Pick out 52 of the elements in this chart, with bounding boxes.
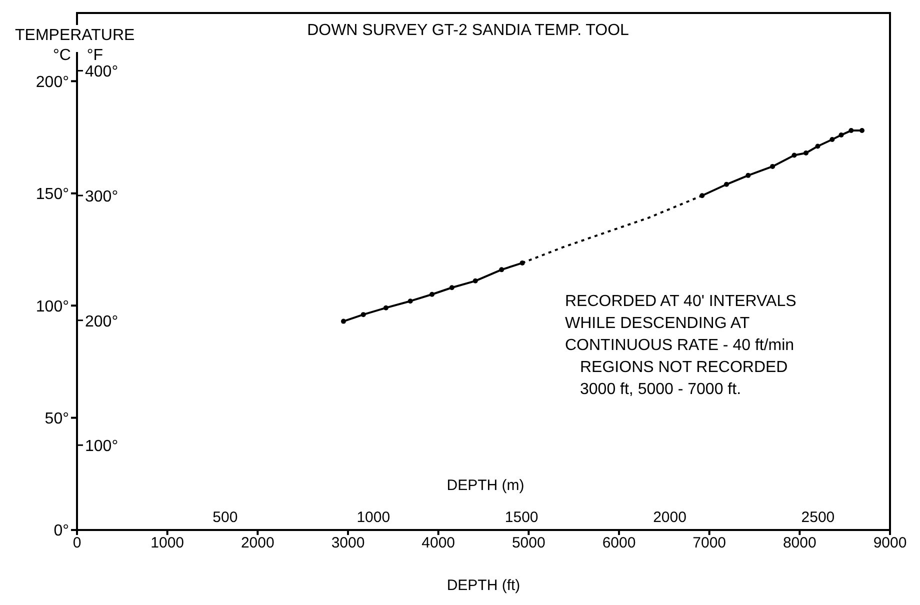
point (803, 150, 808, 156)
y2-tick-label: 100° (85, 438, 118, 456)
x-tick-label: 3000 (331, 534, 365, 552)
y-tick-label: 100° (36, 298, 69, 316)
point (792, 152, 797, 158)
point (815, 144, 820, 149)
chart-title: DOWN SURVEY GT-2 SANDIA TEMP. TOOL (307, 22, 630, 39)
y2-tick-label: 200° (85, 313, 118, 330)
y2-axis-title: °F (86, 47, 104, 64)
point (830, 137, 835, 142)
y-axis-title: °C (53, 47, 71, 64)
point (770, 164, 776, 169)
point (838, 132, 844, 138)
x-tick-label: 7000 (692, 534, 726, 552)
text: TEMPERATURE (15, 27, 135, 44)
y2-tick-label: 300° (85, 188, 118, 206)
annotation: REGIONS NOT RECORDED 3000 ft, 5000 - 7000 ft. (580, 359, 788, 398)
point (340, 318, 346, 324)
point (859, 128, 864, 134)
point (700, 193, 705, 198)
point (520, 260, 525, 266)
x2-axis-title: DEPTH (m) (446, 477, 524, 494)
x2-tick-label: 1500 (504, 509, 538, 526)
x2-tick-label: 500 (212, 509, 238, 526)
point (430, 292, 435, 297)
point (360, 312, 366, 318)
x-tick-label: 8000 (782, 534, 816, 552)
x-tick-label: 4000 (422, 534, 456, 552)
point (472, 278, 478, 284)
annotation: RECORDED AT 40' INTERVALS WHILE DESCENDING AT CONTINUOUS RATE - 40 ft/min (565, 293, 796, 354)
x2-tick-label: 2500 (801, 509, 835, 526)
point (746, 172, 751, 178)
x2-tick-label: 1000 (356, 509, 390, 526)
x-axis-title: DEPTH (ft) (446, 577, 520, 594)
x-tick-label: 2000 (240, 534, 274, 552)
x-tick-label: 9000 (873, 534, 907, 552)
x-tick-label: 0 (72, 534, 82, 552)
point (499, 267, 504, 272)
y-tick-label: 50° (44, 410, 69, 428)
point (848, 128, 854, 134)
y-tick-label: 200° (36, 74, 69, 91)
x2-tick-label: 2000 (653, 509, 686, 526)
y2-tick-label: 400° (85, 64, 118, 81)
point (408, 298, 413, 304)
y-tick-label: 150° (36, 186, 69, 204)
y-tick-label: 0° (54, 522, 69, 540)
point (449, 285, 454, 290)
x-tick-label: 5000 (512, 534, 546, 552)
point (383, 305, 388, 310)
x-tick-label: 1000 (150, 534, 184, 552)
point (724, 182, 729, 187)
x-tick-label: 6000 (602, 534, 636, 552)
